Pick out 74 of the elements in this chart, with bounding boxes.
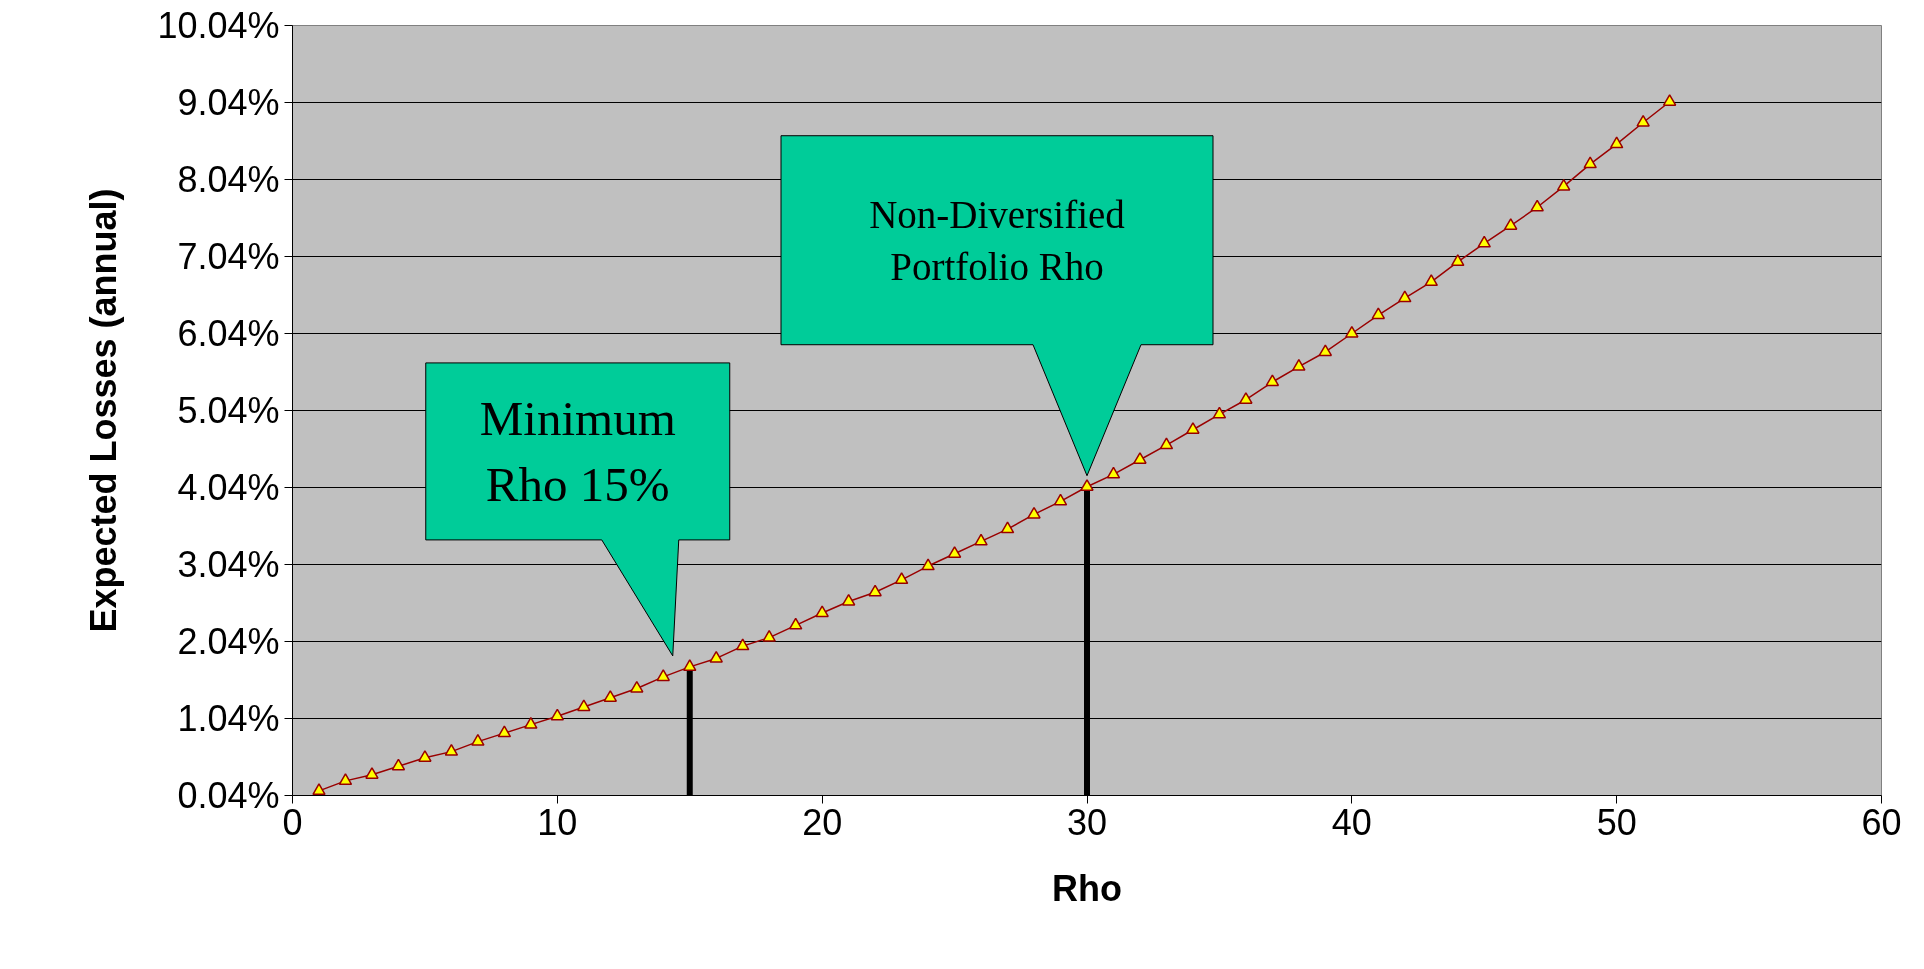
point — [1080, 479, 1094, 491]
point — [524, 716, 538, 729]
point — [1503, 218, 1518, 230]
y-tick-label: 10.04% — [157, 5, 280, 46]
y-tick-label: 6.04% — [177, 313, 280, 354]
x-tick-label: 60 — [1861, 801, 1902, 843]
point — [1318, 344, 1333, 357]
point — [497, 725, 512, 738]
point — [1212, 406, 1227, 419]
y-tick-label: 2.04% — [177, 621, 280, 662]
x-tick-label: 40 — [1331, 801, 1372, 843]
point — [762, 629, 776, 642]
x-tick-label: 50 — [1596, 801, 1637, 843]
point — [444, 743, 459, 756]
point — [1053, 493, 1068, 506]
point — [974, 533, 988, 546]
point — [1636, 114, 1650, 127]
x-tick-label: 20 — [802, 801, 843, 843]
point — [735, 638, 750, 651]
point — [1027, 506, 1041, 519]
point — [1662, 94, 1677, 106]
y-tick-label: 9.04% — [177, 82, 280, 123]
point — [1106, 466, 1121, 479]
point — [391, 758, 406, 771]
point — [815, 605, 829, 618]
point — [1159, 437, 1174, 450]
point — [418, 750, 432, 762]
point — [471, 733, 485, 746]
point — [630, 680, 644, 693]
point — [1609, 136, 1624, 149]
annotation: Non-Diversified Portfolio Rho — [869, 192, 1126, 288]
point — [1133, 452, 1147, 464]
point — [312, 783, 326, 796]
y-tick-label: 8.04% — [177, 159, 280, 200]
point — [1398, 290, 1412, 303]
y-tick-label: 5.04% — [177, 390, 280, 431]
y-axis-title: Expected Losses (annual) — [83, 188, 125, 633]
point — [550, 708, 565, 721]
point — [868, 584, 882, 597]
point — [1292, 358, 1306, 371]
point — [709, 650, 723, 663]
point — [1424, 274, 1439, 287]
x-tick-label: 10 — [537, 801, 578, 843]
point — [921, 558, 935, 571]
point — [1583, 156, 1597, 169]
point — [656, 669, 671, 682]
y-tick-label: 4.04% — [177, 467, 280, 508]
point — [841, 593, 856, 606]
x-tick-label: 30 — [1066, 801, 1108, 843]
point — [1265, 374, 1280, 387]
point — [1371, 307, 1386, 320]
point — [1556, 178, 1571, 191]
point — [1530, 199, 1544, 212]
y-tick-label: 3.04% — [177, 544, 280, 585]
point — [894, 572, 909, 585]
y-tick-label: 1.04% — [177, 698, 280, 739]
point — [1000, 521, 1015, 534]
point — [1345, 325, 1359, 338]
y-tick-label: 7.04% — [177, 236, 280, 277]
point — [577, 699, 591, 712]
point — [365, 767, 379, 779]
point — [788, 617, 803, 630]
point — [1186, 422, 1200, 434]
point — [683, 659, 697, 672]
x-tick-label: 0 — [282, 801, 303, 843]
point — [1451, 254, 1465, 267]
point — [1239, 392, 1253, 404]
annotation: Minimum Rho 15% — [479, 390, 676, 512]
point — [947, 546, 962, 558]
point — [1477, 235, 1491, 248]
y-tick-label: 0.04% — [177, 775, 280, 816]
x-axis-title: Rho — [1052, 867, 1122, 909]
point — [338, 773, 353, 786]
point — [603, 690, 618, 702]
